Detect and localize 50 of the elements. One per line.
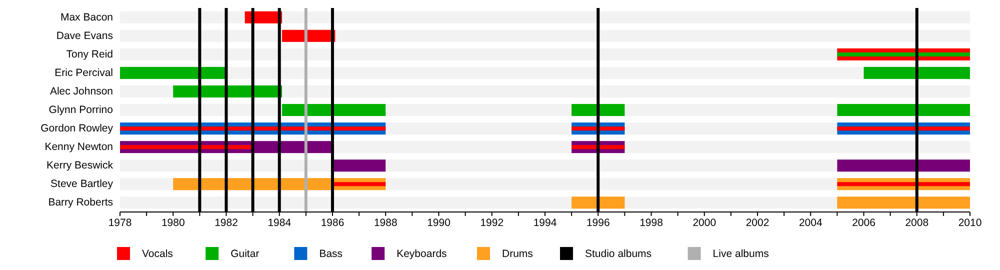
x-tick-label: 2000 bbox=[692, 217, 716, 229]
x-tick-label: 1990 bbox=[427, 217, 451, 229]
y-tick-label: Eric Percival bbox=[54, 66, 113, 79]
bar bbox=[864, 66, 970, 79]
x-tick-label: 1998 bbox=[640, 217, 664, 229]
legend-label: Bass bbox=[319, 248, 343, 260]
bar bbox=[332, 160, 386, 172]
y-tick-label: Glynn Porrino bbox=[48, 104, 114, 116]
y-tick-label: Tony Reid bbox=[66, 48, 114, 60]
y-tick-label: Alec Johnson bbox=[50, 85, 114, 98]
x-tick-label: 2004 bbox=[798, 217, 822, 229]
bar bbox=[332, 182, 386, 186]
y-tick-label: Kerry Beswick bbox=[46, 160, 114, 172]
legend-label: Guitar bbox=[230, 248, 260, 260]
x-tick-label: 2002 bbox=[746, 217, 770, 229]
bar bbox=[120, 66, 226, 79]
legend-label: Vocals bbox=[142, 248, 173, 260]
bar bbox=[572, 145, 625, 150]
bar bbox=[120, 145, 253, 150]
x-tick-label: 2008 bbox=[905, 217, 929, 229]
bar bbox=[572, 104, 625, 116]
x-tick-label: 2006 bbox=[852, 217, 876, 229]
x-tick-label: 2010 bbox=[958, 217, 982, 229]
x-tick-label: 1988 bbox=[374, 217, 398, 229]
x-tick-label: 1992 bbox=[480, 217, 504, 229]
x-tick-label: 1996 bbox=[586, 217, 610, 229]
bar bbox=[837, 196, 970, 209]
bar bbox=[282, 104, 386, 116]
y-tick-label: Steve Bartley bbox=[50, 178, 114, 190]
bar bbox=[120, 126, 386, 131]
x-tick-label: 1984 bbox=[268, 217, 292, 229]
x-tick-label: 1994 bbox=[533, 217, 557, 229]
legend-label: Drums bbox=[502, 248, 533, 260]
x-tick-label: 1982 bbox=[214, 217, 238, 229]
y-tick-label: Gordon Rowley bbox=[40, 122, 114, 135]
x-tick-label: 1980 bbox=[161, 217, 185, 229]
legend-label: Keyboards bbox=[396, 248, 447, 260]
x-tick-label: 1986 bbox=[320, 217, 344, 229]
y-tick-label: Max Bacon bbox=[60, 11, 114, 24]
bar bbox=[572, 196, 625, 209]
y-tick-label: Kenny Newton bbox=[44, 141, 114, 154]
bar bbox=[837, 182, 970, 186]
bar bbox=[837, 126, 970, 131]
legend-label: Studio albums bbox=[585, 248, 652, 260]
y-tick-label: Barry Roberts bbox=[48, 196, 113, 209]
legend-label: Live albums bbox=[712, 248, 769, 260]
bar bbox=[837, 160, 970, 172]
y-tick-label: Dave Evans bbox=[56, 30, 113, 42]
x-tick-label: 1978 bbox=[108, 217, 132, 229]
bar bbox=[572, 126, 625, 131]
